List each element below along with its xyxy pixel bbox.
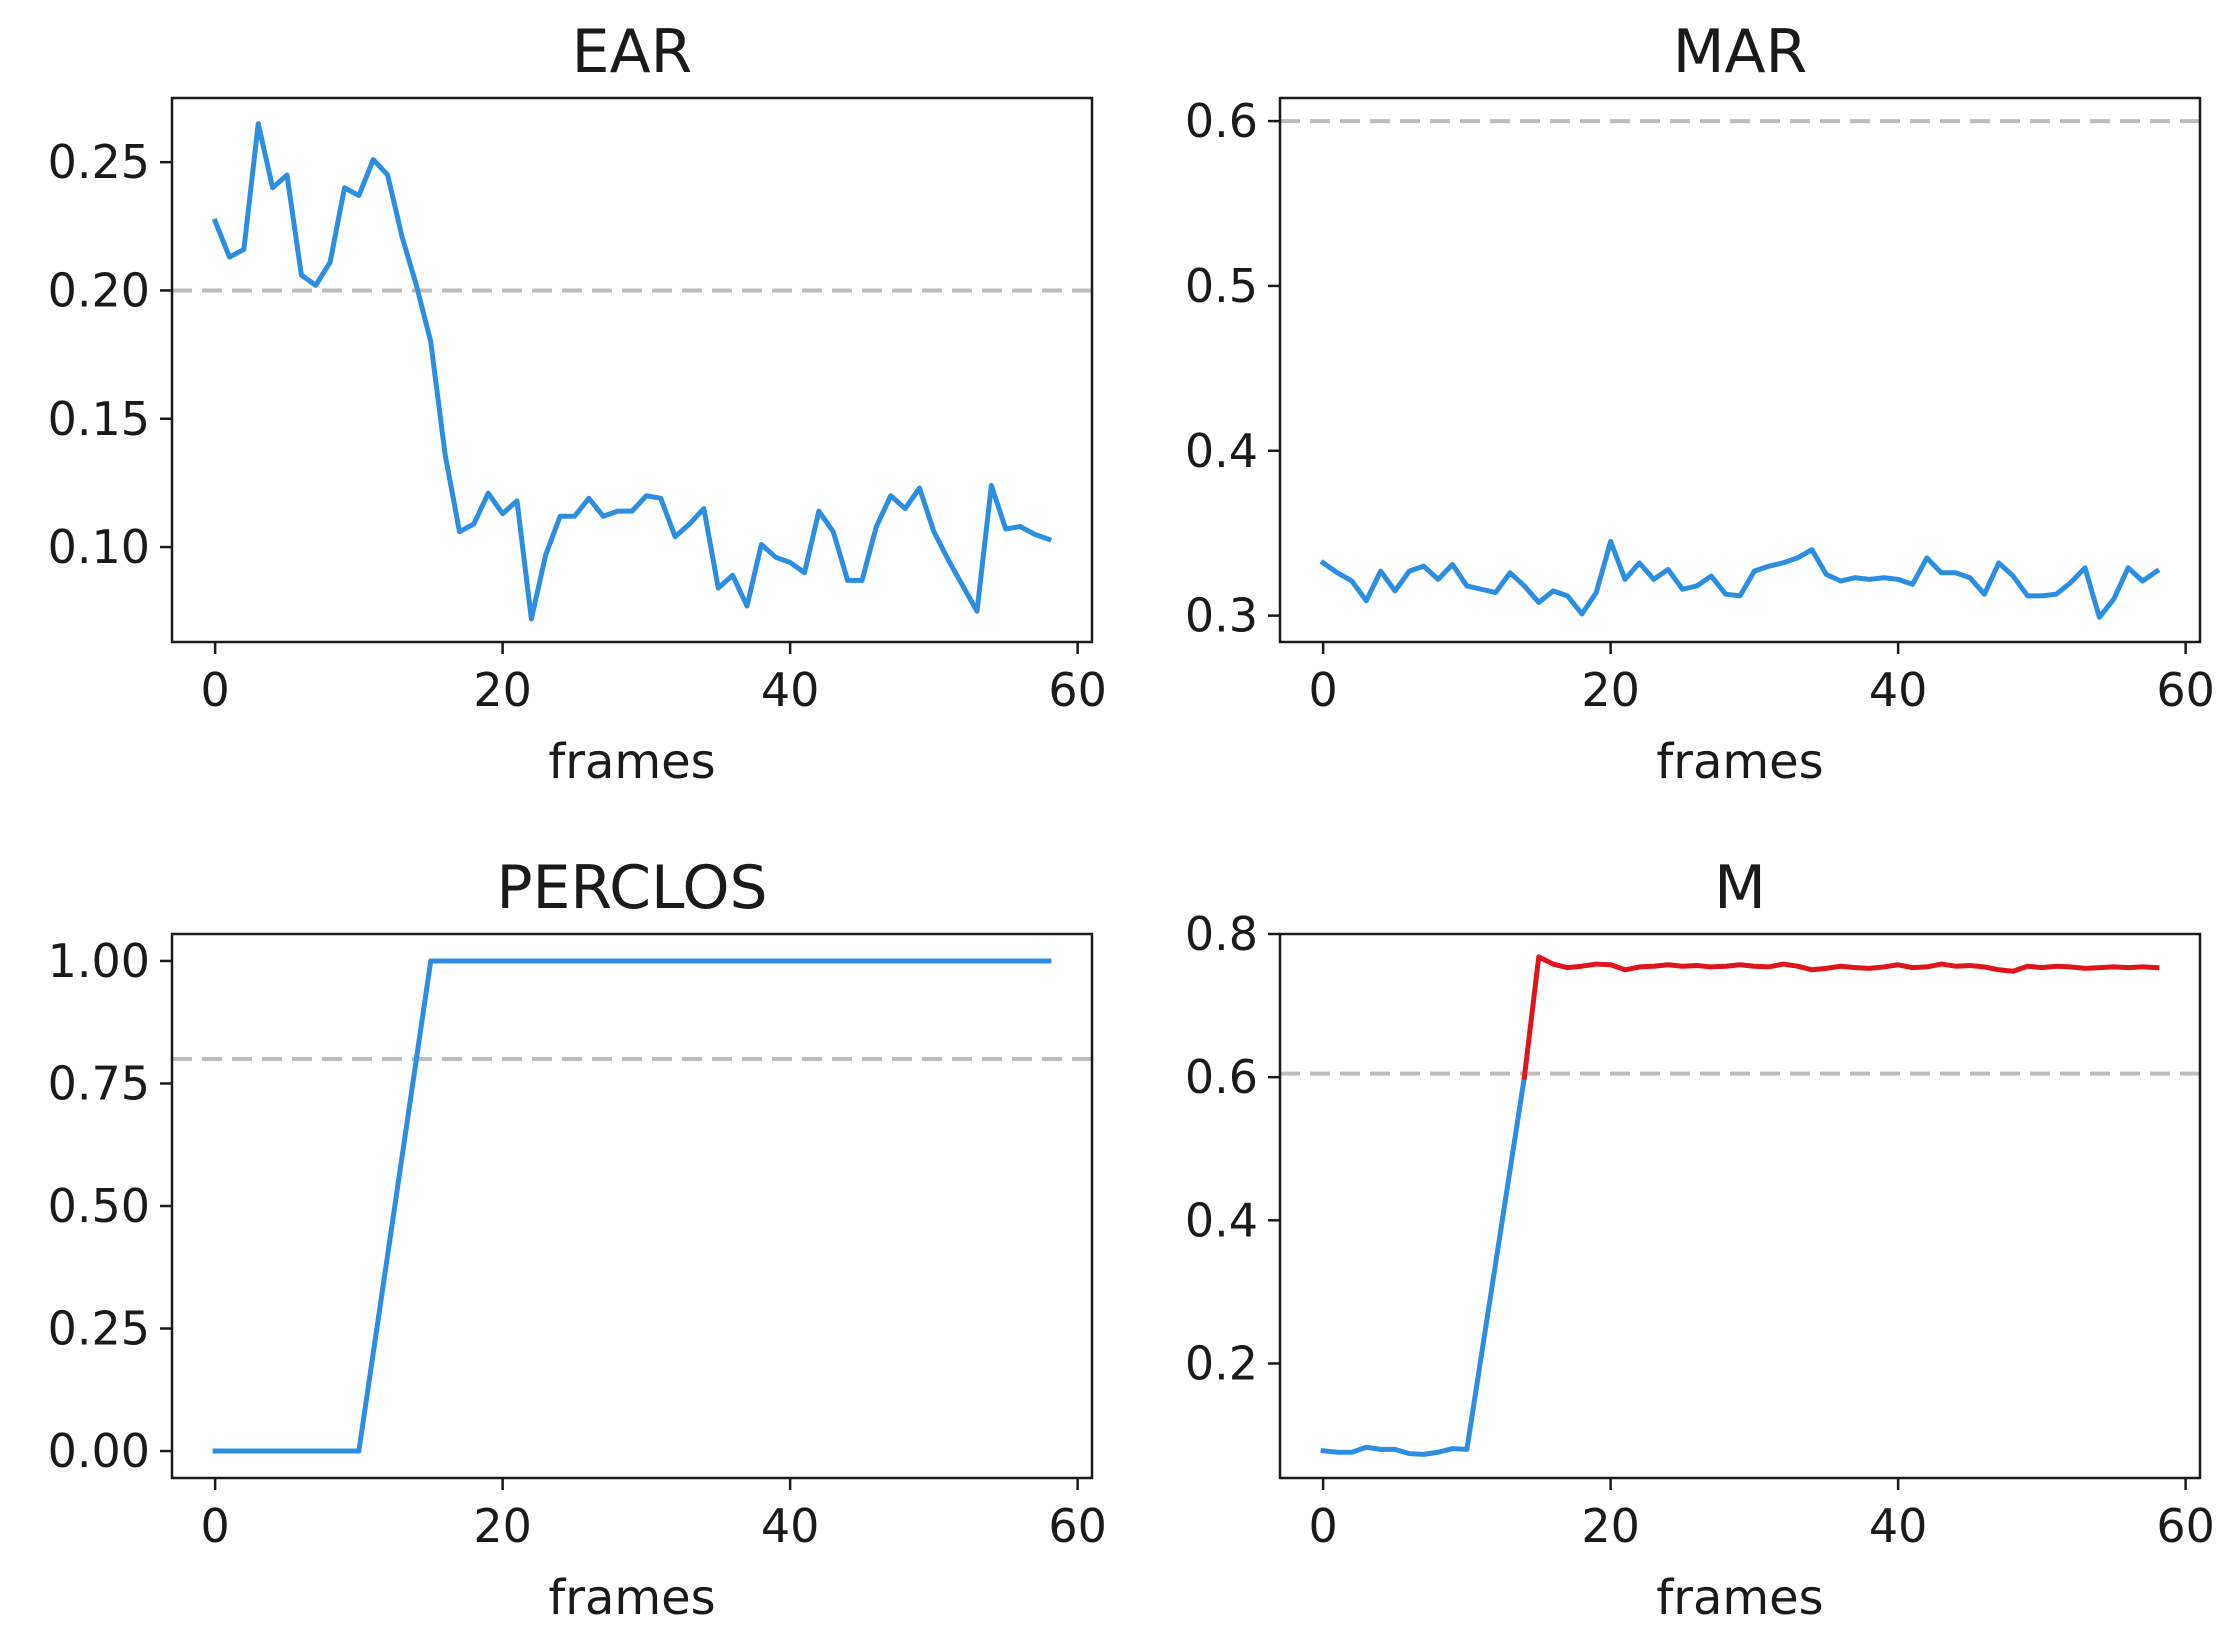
m-axes-frame bbox=[1278, 932, 2202, 1480]
subplot-mar: MAR 0 20 40 60 0.3 0.4 0.5 0.6 frames bbox=[1185, 17, 2215, 790]
perclos-ytick-label: 0.50 bbox=[48, 1179, 150, 1233]
mar-xtick-label: 40 bbox=[1869, 663, 1928, 717]
mar-series-line-0 bbox=[1319, 538, 2161, 620]
m-xlabel: frames bbox=[1656, 1570, 1823, 1626]
m-xtick-label: 20 bbox=[1581, 1499, 1640, 1553]
ear-ytick-label: 0.25 bbox=[48, 135, 150, 189]
perclos-ytick-label: 1.00 bbox=[48, 934, 150, 988]
ear-xtick-label: 60 bbox=[1048, 663, 1107, 717]
mar-ytick-label: 0.6 bbox=[1185, 94, 1258, 148]
m-xtick-label: 60 bbox=[2156, 1499, 2215, 1553]
ear-ytick-label: 0.10 bbox=[48, 520, 150, 574]
perclos-title: PERCLOS bbox=[496, 853, 767, 923]
mar-xlabel: frames bbox=[1656, 734, 1823, 790]
mar-axes-frame bbox=[1278, 96, 2202, 644]
ear-title: EAR bbox=[572, 17, 693, 87]
mar-xtick-label: 20 bbox=[1581, 663, 1640, 717]
mar-title: MAR bbox=[1673, 17, 1808, 87]
perclos-ytick-label: 0.00 bbox=[48, 1424, 150, 1478]
m-title: M bbox=[1714, 853, 1766, 923]
ear-axes-frame bbox=[170, 96, 1094, 644]
ear-xtick-label: 40 bbox=[761, 663, 820, 717]
m-ytick-label: 0.8 bbox=[1185, 907, 1258, 961]
m-ytick-label: 0.4 bbox=[1185, 1193, 1258, 1247]
perclos-xlabel: frames bbox=[548, 1570, 715, 1626]
ear-xlabel: frames bbox=[548, 734, 715, 790]
subplot-perclos: PERCLOS 0 20 40 60 0.00 0.25 0.50 0.75 1.00 frames bbox=[48, 853, 1107, 1626]
m-ytick-label: 0.6 bbox=[1185, 1050, 1258, 1104]
mar-ytick-label: 0.4 bbox=[1185, 424, 1258, 478]
perclos-ytick-label: 0.25 bbox=[48, 1302, 150, 1356]
perclos-xtick-label: 20 bbox=[473, 1499, 532, 1553]
m-series-line-0 bbox=[1320, 1074, 1528, 1457]
mar-ytick-label: 0.5 bbox=[1185, 259, 1258, 313]
perclos-ytick-label: 0.75 bbox=[48, 1056, 150, 1110]
perclos-series-line-0 bbox=[212, 958, 1052, 1454]
perclos-xtick-label: 0 bbox=[200, 1499, 229, 1553]
subplot-m: M 0 20 40 60 0.2 0.4 0.6 0.8 frames bbox=[1185, 853, 2215, 1626]
ear-series-line-0 bbox=[211, 121, 1053, 622]
m-ytick-label: 0.2 bbox=[1185, 1336, 1258, 1390]
ear-ytick-label: 0.20 bbox=[48, 263, 150, 317]
ear-ytick-label: 0.15 bbox=[48, 392, 150, 446]
perclos-xtick-label: 60 bbox=[1048, 1499, 1107, 1553]
ear-xtick-label: 0 bbox=[200, 663, 229, 717]
mar-xtick-label: 60 bbox=[2156, 663, 2215, 717]
m-series-line-1 bbox=[1521, 954, 2160, 1080]
mar-ytick-label: 0.3 bbox=[1185, 589, 1258, 643]
ear-xtick-label: 20 bbox=[473, 663, 532, 717]
perclos-xtick-label: 40 bbox=[761, 1499, 820, 1553]
subplot-ear: EAR 0 20 40 60 0.10 0.15 0.20 0.25 frames bbox=[48, 17, 1107, 790]
m-xtick-label: 40 bbox=[1869, 1499, 1928, 1553]
m-xtick-label: 0 bbox=[1308, 1499, 1337, 1553]
mar-xtick-label: 0 bbox=[1308, 663, 1337, 717]
